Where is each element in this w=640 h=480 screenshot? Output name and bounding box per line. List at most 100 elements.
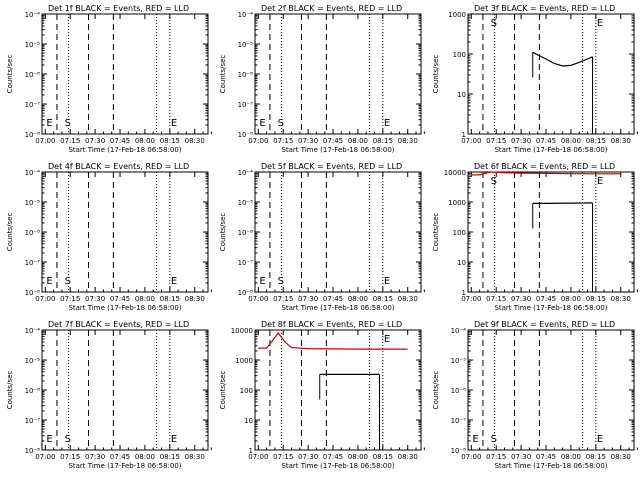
x-tick-label: 08:30 — [611, 295, 631, 303]
x-axis-label: Start Time (17-Feb-18 06:58:00) — [68, 304, 181, 312]
x-tick-label: 08:30 — [185, 295, 205, 303]
x-tick-label: 08:00 — [135, 453, 155, 461]
x-tick-label: 07:15 — [273, 453, 293, 461]
x-tick-label: 08:15 — [586, 137, 606, 145]
y-tick-label: 10⁻⁸ — [238, 229, 254, 237]
x-tick-label: 08:15 — [586, 453, 606, 461]
x-axis-label: Start Time (17-Feb-18 06:58:00) — [494, 462, 607, 470]
marker-e: E — [384, 334, 390, 345]
y-axis-label: Counts/sec — [219, 55, 227, 94]
x-tick-label: 08:30 — [398, 453, 418, 461]
y-tick-label: 10⁻⁸ — [25, 387, 41, 395]
panel-title: Det 3f BLACK = Events, RED = LLD — [474, 4, 615, 13]
y-tick-label: 10⁻⁸ — [25, 447, 41, 455]
y-tick-label: 10⁻⁸ — [451, 387, 467, 395]
x-tick-label: 07:30 — [298, 295, 318, 303]
y-tick-label: 10 — [244, 417, 253, 425]
y-tick-label: 10⁻⁵ — [25, 41, 41, 49]
y-tick-label: 10⁻⁴ — [238, 169, 254, 177]
x-tick-label: 08:30 — [611, 453, 631, 461]
x-tick-label: 08:15 — [160, 295, 180, 303]
x-tick-label: 07:30 — [298, 137, 318, 145]
marker-e: E — [597, 434, 603, 445]
x-tick-label: 07:15 — [60, 295, 80, 303]
x-tick-label: 08:30 — [185, 453, 205, 461]
panel-title: Det 2f BLACK = Events, RED = LLD — [261, 4, 402, 13]
plot-frame — [41, 171, 209, 293]
y-tick-label: 10⁻⁵ — [238, 41, 254, 49]
x-tick-label: 07:30 — [511, 453, 531, 461]
marker-e: E — [171, 118, 177, 129]
x-tick-label: 08:15 — [373, 453, 393, 461]
panel-5: Det 5f BLACK = Events, RED = LLD 10⁻⁴ 10⁻⁵… — [219, 162, 425, 312]
y-tick-label: 10⁻⁵ — [25, 357, 41, 365]
y-axis-label: Counts/sec — [432, 55, 440, 94]
y-tick-label: 100 — [453, 51, 466, 59]
y-tick-label: 1000 — [235, 357, 253, 365]
plot-frame — [41, 329, 209, 451]
marker-s: S — [491, 18, 497, 29]
x-tick-label: 08:00 — [561, 453, 581, 461]
x-tick-label: 07:45 — [323, 137, 343, 145]
marker-e: E — [171, 434, 177, 445]
events-series-line — [532, 202, 593, 204]
x-tick-label: 08:00 — [348, 137, 368, 145]
y-tick-label: 10000 — [231, 327, 253, 335]
events-series-line — [532, 51, 593, 67]
y-tick-label: 10⁻⁵ — [451, 357, 467, 365]
x-tick-label: 07:45 — [323, 295, 343, 303]
x-tick-label: 07:45 — [536, 137, 556, 145]
panel-3: Det 3f BLACK = Events, RED = LLD 1000 100 1… — [432, 4, 638, 154]
x-tick-label: 08:15 — [373, 137, 393, 145]
panel-2: Det 2f BLACK = Events, RED = LLD 10⁻⁴ 10⁻⁵… — [219, 4, 425, 154]
y-tick-label: 10000 — [444, 169, 466, 177]
x-tick-label: 07:15 — [273, 137, 293, 145]
y-tick-label: 1000 — [448, 199, 466, 207]
marker-s: S — [491, 176, 497, 187]
y-tick-label: 10⁻⁸ — [25, 289, 41, 297]
y-tick-label: 10⁻⁴ — [451, 327, 467, 335]
x-tick-label: 07:15 — [60, 137, 80, 145]
plot-frame — [254, 171, 422, 293]
plot-frame — [254, 13, 422, 135]
y-tick-label: 100 — [240, 387, 253, 395]
marker-e: E — [597, 18, 603, 29]
x-tick-label: 08:00 — [135, 295, 155, 303]
marker-s: S — [278, 118, 284, 129]
x-tick-label: 07:30 — [85, 295, 105, 303]
y-tick-label: 10⁻⁸ — [25, 71, 41, 79]
marker-e: E — [171, 276, 177, 287]
marker-s: S — [491, 434, 497, 445]
marker-e: E — [384, 276, 390, 287]
marker-e: E — [46, 434, 52, 445]
x-tick-label: 07:45 — [323, 453, 343, 461]
y-tick-label: 1000 — [448, 11, 466, 19]
panel-8: Det 8f BLACK = Events, RED = LLD10000100… — [219, 320, 425, 470]
lld-series-line — [471, 171, 621, 176]
x-tick-label: 07:30 — [298, 453, 318, 461]
marker-e: E — [597, 176, 603, 187]
plot-frame — [41, 13, 209, 135]
y-tick-label: 1 — [249, 447, 253, 455]
y-axis-label: Counts/sec — [6, 213, 14, 252]
panel-title: Det 6f BLACK = Events, RED = LLD — [474, 162, 615, 171]
x-axis-label: Start Time (17-Feb-18 06:58:00) — [281, 304, 394, 312]
panel-title: Det 7f BLACK = Events, RED = LLD — [48, 320, 189, 329]
marker-e: E — [259, 276, 265, 287]
marker-e: E — [384, 118, 390, 129]
y-axis-label: Counts/sec — [6, 371, 14, 410]
x-tick-label: 07:30 — [511, 137, 531, 145]
x-tick-label: 08:00 — [348, 453, 368, 461]
x-axis-label: Start Time (17-Feb-18 06:58:00) — [281, 146, 394, 154]
plot-frame — [254, 329, 422, 451]
plot-frame — [467, 171, 635, 293]
x-tick-label: 08:00 — [561, 137, 581, 145]
marker-e: E — [46, 118, 52, 129]
x-tick-label: 08:30 — [185, 137, 205, 145]
x-tick-label: 07:30 — [85, 137, 105, 145]
marker-e: E — [259, 118, 265, 129]
y-tick-label: 10⁻⁷ — [25, 259, 41, 267]
panel-title: Det 8f BLACK = Events, RED = LLD — [261, 320, 402, 329]
marker-s: S — [65, 276, 71, 287]
